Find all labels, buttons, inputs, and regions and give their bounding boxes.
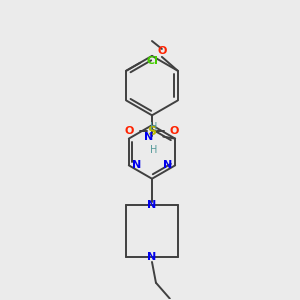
- Text: N: N: [144, 132, 153, 142]
- Text: O: O: [125, 126, 134, 136]
- Text: N: N: [163, 160, 172, 170]
- Text: H: H: [150, 145, 157, 154]
- Text: H: H: [150, 122, 157, 132]
- Text: O: O: [170, 126, 179, 136]
- Text: O: O: [157, 46, 167, 56]
- Text: Cl: Cl: [146, 56, 158, 66]
- Text: N: N: [147, 200, 157, 211]
- Text: N: N: [132, 160, 141, 170]
- Text: N: N: [147, 252, 157, 262]
- Text: S: S: [148, 125, 157, 138]
